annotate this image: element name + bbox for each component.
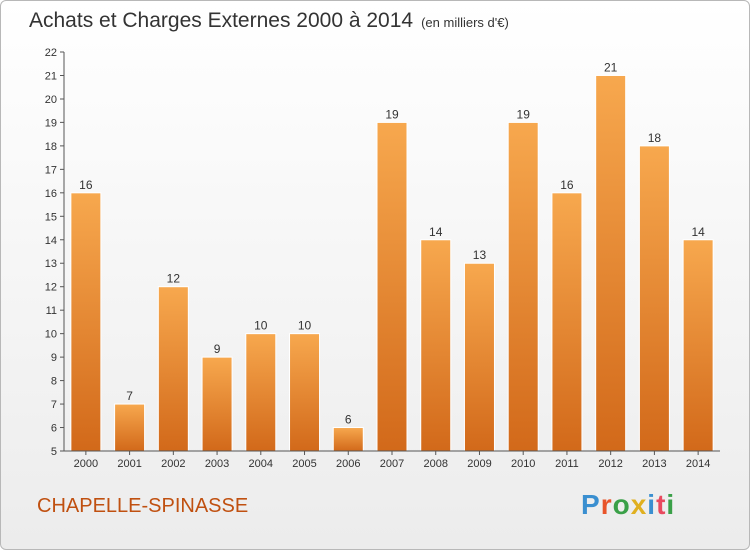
y-tick-label: 14 xyxy=(45,235,57,247)
bar-2009 xyxy=(463,262,495,452)
proxiti-logo: Proxiti xyxy=(581,489,675,521)
bar-2011 xyxy=(551,192,583,452)
value-label-2006: 6 xyxy=(345,413,352,427)
bar-2001 xyxy=(114,403,146,452)
y-tick-label: 19 xyxy=(45,117,57,129)
bar-2013 xyxy=(638,145,670,452)
y-tick-label: 18 xyxy=(45,141,57,153)
x-tick-label-2012: 2012 xyxy=(598,458,622,470)
bar-2002 xyxy=(157,286,189,452)
value-label-2004: 10 xyxy=(254,319,268,333)
bar-2008 xyxy=(420,239,452,452)
y-tick-label: 6 xyxy=(51,423,57,435)
logo-letter: i xyxy=(647,489,657,520)
logo-letter: t xyxy=(656,489,667,520)
value-label-2008: 14 xyxy=(429,225,443,239)
value-label-2013: 18 xyxy=(648,131,662,145)
x-tick-label-2005: 2005 xyxy=(292,458,316,470)
chart-title: Achats et Charges Externes 2000 à 2014 (e… xyxy=(29,9,509,33)
logo-letter: P xyxy=(581,489,601,520)
bar-2012 xyxy=(595,74,627,452)
y-tick-label: 7 xyxy=(51,399,57,411)
value-label-2000: 16 xyxy=(79,178,93,192)
y-tick-label: 11 xyxy=(46,305,57,317)
value-label-2002: 12 xyxy=(167,272,181,286)
logo-letter: o xyxy=(612,489,631,520)
value-label-2009: 13 xyxy=(473,248,487,262)
y-tick-label: 17 xyxy=(45,164,57,176)
bar-2010 xyxy=(507,121,539,452)
x-tick-label-2004: 2004 xyxy=(249,458,273,470)
x-tick-label-2009: 2009 xyxy=(467,458,491,470)
y-tick-label: 12 xyxy=(45,282,57,294)
logo-letter: x xyxy=(630,489,648,520)
bar-2005 xyxy=(289,333,321,452)
y-tick-label: 16 xyxy=(45,188,57,200)
bar-2007 xyxy=(376,121,408,452)
x-tick-label-2001: 2001 xyxy=(117,458,141,470)
value-label-2001: 7 xyxy=(126,389,133,403)
y-tick-label: 15 xyxy=(45,211,57,223)
bars-group: 16 7 12 9 10 10 6 19 14 13 19 16 21 18 14 xyxy=(70,60,714,452)
value-label-2007: 19 xyxy=(385,107,399,121)
bar-2000 xyxy=(70,192,102,452)
y-tick-label: 22 xyxy=(45,47,57,59)
y-tick-label: 9 xyxy=(51,352,57,364)
value-label-2003: 9 xyxy=(214,342,221,356)
x-tick-label-2010: 2010 xyxy=(511,458,535,470)
chart-title-text: Achats et Charges Externes 2000 à 2014 xyxy=(29,9,414,32)
bar-2006 xyxy=(332,427,364,452)
bar-2014 xyxy=(682,239,714,452)
value-label-2011: 16 xyxy=(560,178,574,192)
y-tick-label: 13 xyxy=(45,258,57,270)
y-tick-label: 21 xyxy=(45,70,57,82)
y-tick-label: 8 xyxy=(51,376,57,388)
bar-2004 xyxy=(245,333,277,452)
x-tick-label-2002: 2002 xyxy=(161,458,185,470)
y-tick-label: 20 xyxy=(45,94,57,106)
x-tick-label-2011: 2011 xyxy=(555,458,579,470)
x-tick-label-2014: 2014 xyxy=(686,458,710,470)
x-tick-label-2000: 2000 xyxy=(74,458,98,470)
x-tick-label-2006: 2006 xyxy=(336,458,360,470)
x-tick-label-2007: 2007 xyxy=(380,458,404,470)
y-tick-label: 10 xyxy=(45,329,57,341)
value-label-2014: 14 xyxy=(691,225,705,239)
x-tick-label-2008: 2008 xyxy=(423,458,447,470)
chart-subtitle: (en milliers d'€) xyxy=(421,15,509,30)
logo-letter: r xyxy=(600,489,613,520)
value-label-2005: 10 xyxy=(298,319,312,333)
commune-name: CHAPELLE-SPINASSE xyxy=(37,495,249,517)
x-tick-label-2003: 2003 xyxy=(205,458,229,470)
value-label-2012: 21 xyxy=(604,60,618,74)
value-label-2010: 19 xyxy=(517,107,531,121)
x-tick-label-2013: 2013 xyxy=(642,458,666,470)
bar-2003 xyxy=(201,356,233,452)
axes-group: 5 6 7 8 9 10 11 12 13 14 15 16 17 18 19 20 21 22 2000 2001 2… xyxy=(45,47,720,470)
y-tick-label: 5 xyxy=(51,446,57,458)
logo-letter: i xyxy=(666,489,676,520)
